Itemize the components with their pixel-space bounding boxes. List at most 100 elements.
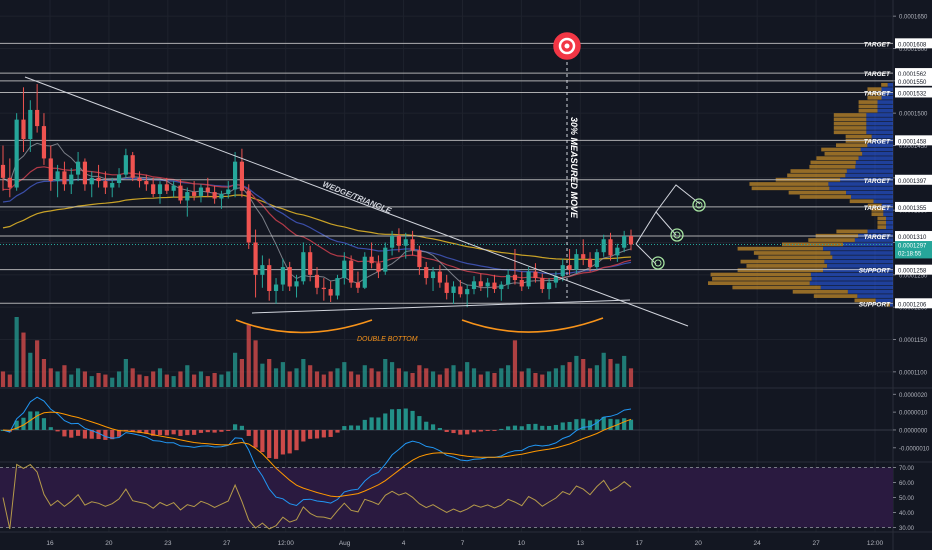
time-axis[interactable]: 16 20 23 27 12:00 Aug 4 7 10 13 17 20 24 27 12:00 (46, 540, 883, 547)
volume-bar (232, 352, 238, 387)
candle-body (417, 250, 422, 268)
vp-bar-up (708, 281, 810, 286)
candle-body (144, 181, 149, 185)
candle-body (485, 282, 490, 287)
candle-body (458, 286, 463, 295)
vp-bar-up (816, 156, 859, 160)
vp-bar-down (883, 212, 893, 217)
current-price-badge (895, 239, 932, 259)
macd-hist-bar (21, 417, 26, 430)
candle-body (273, 284, 279, 291)
macd-hist-bar (506, 426, 511, 430)
level-tag: TARGET (864, 41, 891, 48)
volume-bar (553, 368, 559, 387)
macd-hist-bar (587, 420, 593, 430)
price-tick: 0.0001250 (899, 273, 928, 279)
macd-hist-bar (185, 429, 190, 436)
macd-hist-bar (130, 429, 135, 433)
projection-circle (692, 198, 706, 212)
volume-bar (301, 359, 306, 387)
vp-bar-up (737, 246, 824, 251)
level-tag: TARGET (864, 205, 891, 212)
candle-body (567, 265, 572, 270)
volume-bar (546, 371, 552, 387)
macd-hist-bar (519, 426, 524, 430)
candle-body (89, 177, 94, 185)
vp-bar-up (854, 298, 876, 303)
level-price-box (895, 174, 932, 185)
price-tick: 0.0001500 (899, 112, 928, 118)
volume-bar (492, 373, 497, 387)
macd-hist-bar (628, 419, 634, 430)
volume-bar (82, 371, 88, 387)
level-price-box (895, 38, 932, 49)
candle-body (314, 274, 320, 288)
candle-body (226, 189, 231, 194)
macd-hist-bar (198, 429, 204, 433)
vp-bar-up (858, 100, 878, 104)
macd-hist-bar (178, 429, 183, 436)
vp-bar-up (737, 268, 824, 273)
volume-profile (708, 82, 893, 307)
volume-bar (144, 376, 149, 387)
level-price-box (895, 231, 932, 242)
level-price-box (895, 75, 932, 86)
candle-body (69, 174, 74, 185)
volume-bar (417, 365, 422, 387)
candle-body (7, 177, 12, 188)
candle-body (430, 271, 436, 279)
vp-bar-up (833, 117, 867, 122)
candle-body (519, 280, 524, 287)
countdown-text: 02:18:55 (898, 251, 922, 257)
macd-hist-bar (581, 418, 586, 430)
candle-body (308, 252, 313, 275)
vp-bar-down (875, 298, 893, 303)
vp-bar-down (811, 276, 893, 281)
level-tag: TARGET (864, 90, 891, 97)
vp-bar-down (860, 147, 893, 152)
candle-body (437, 271, 442, 283)
vp-bar-down (886, 216, 893, 221)
volume-bar (349, 371, 354, 387)
time-tick: 10 (518, 540, 526, 547)
macd-tick: 0.0000020 (899, 393, 928, 399)
candle-body (628, 236, 634, 245)
vp-bar-down (830, 251, 893, 255)
level-tag: SUPPORT (859, 268, 891, 275)
candle-body (21, 119, 26, 140)
macd-hist-bar (267, 429, 272, 459)
volume-bar (205, 376, 210, 387)
ma-fast (2, 166, 632, 280)
candle-body (383, 247, 388, 272)
macd-hist-bar (430, 424, 436, 430)
wedge-upper-line (24, 76, 689, 327)
vp-bar-down (832, 255, 893, 260)
volume-bar (444, 368, 449, 387)
vp-bar-up (808, 238, 855, 242)
candle-body (499, 284, 504, 290)
macd-hist-bar (499, 428, 504, 430)
time-tick: 20 (105, 540, 113, 547)
vp-bar-down (855, 164, 893, 169)
candle-body (546, 282, 552, 290)
vp-bar-up (790, 169, 847, 173)
macd-hist-bar (444, 429, 449, 433)
candle-body (553, 276, 559, 283)
candle-body (14, 119, 19, 188)
volume-bar (178, 371, 183, 387)
macd-hist-bar (567, 421, 572, 430)
candle-body (560, 265, 565, 277)
level-tag: TARGET (864, 178, 891, 185)
vp-bar-down (877, 108, 893, 113)
candles[interactable] (0, 84, 634, 308)
drawings[interactable] (24, 32, 706, 334)
volume-bar (41, 359, 47, 387)
projection-circle (651, 256, 665, 270)
volume-bar (273, 368, 279, 387)
macd-pane (0, 396, 893, 507)
candle-body (526, 271, 531, 287)
volume-bar (601, 352, 606, 387)
vp-bar-down (871, 139, 893, 143)
rsi-tick: 60.00 (899, 481, 915, 487)
